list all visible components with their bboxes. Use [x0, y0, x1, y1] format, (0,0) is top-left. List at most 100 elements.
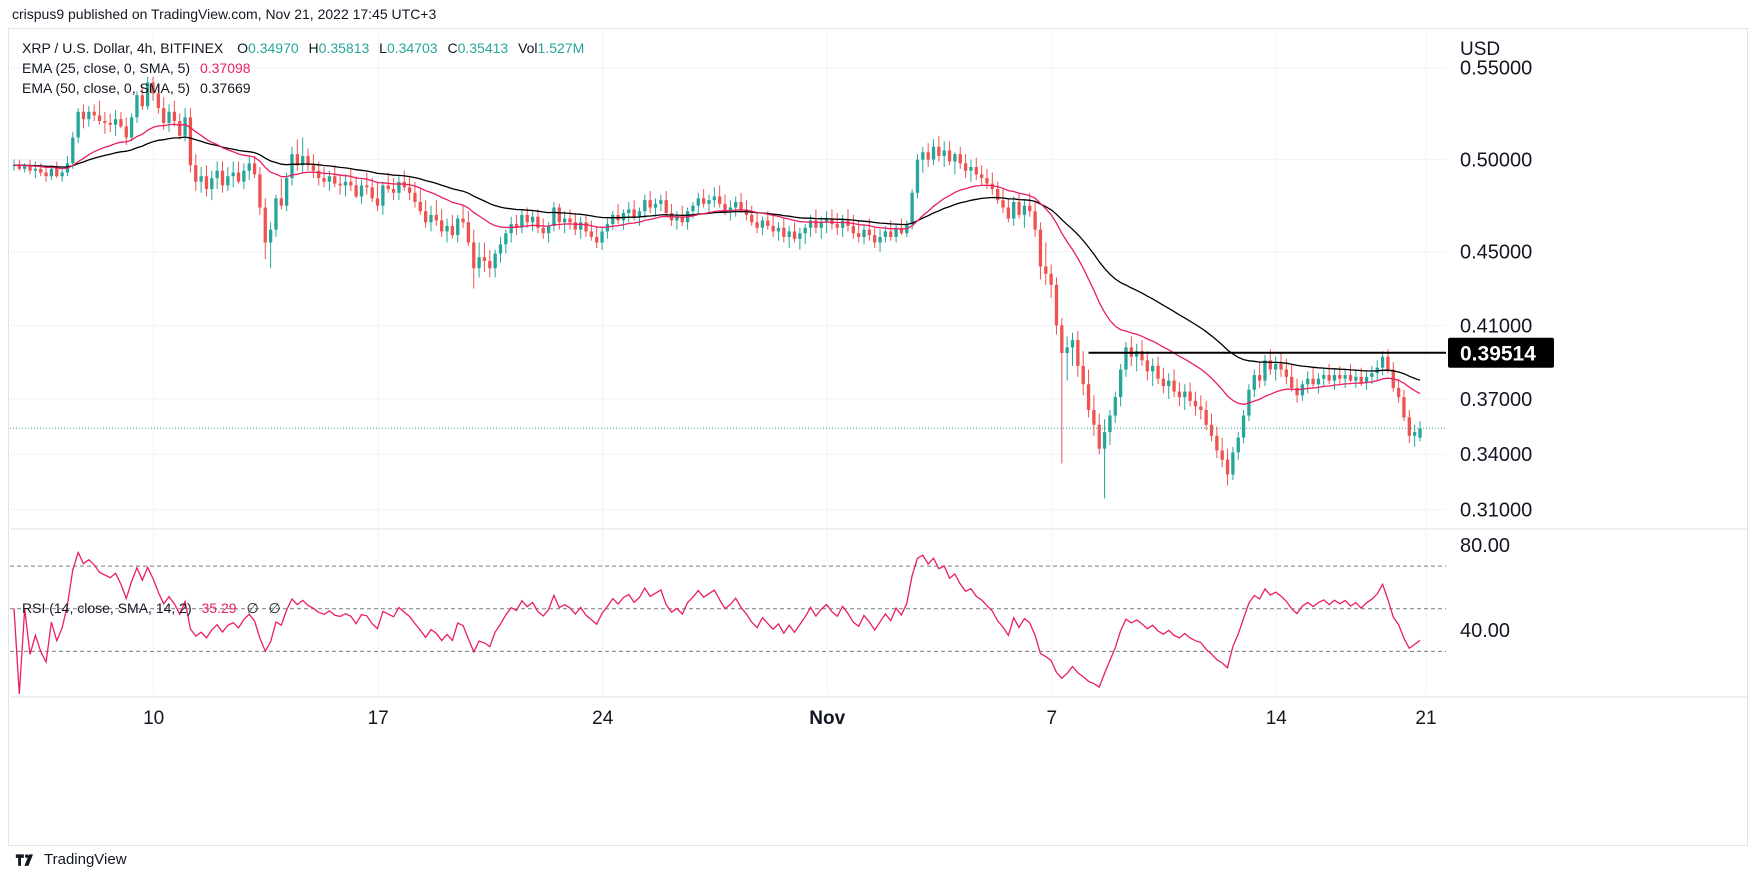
- candle-body: [611, 214, 615, 225]
- rsi-label: RSI (14, close, SMA, 14, 2): [22, 600, 192, 616]
- candle-body: [1113, 397, 1117, 416]
- candle-body: [167, 111, 171, 123]
- candle-body: [958, 154, 962, 164]
- candle-body: [440, 220, 444, 232]
- candle-body: [857, 233, 861, 237]
- candle-body: [359, 185, 364, 197]
- candle-body: [113, 119, 118, 125]
- candle-body: [1370, 373, 1374, 377]
- candle-body: [546, 225, 551, 234]
- time-tick-label: 17: [368, 708, 389, 729]
- candle-body: [990, 183, 994, 190]
- candle-body: [1038, 229, 1043, 267]
- tradingview-logo-icon: [15, 854, 33, 866]
- candle-body: [306, 155, 310, 166]
- candle-body: [204, 176, 209, 190]
- candle-body: [1231, 452, 1235, 475]
- candle-body: [643, 200, 647, 212]
- candle-body: [391, 189, 396, 193]
- candle-body: [910, 192, 914, 225]
- close-value: 0.35413: [457, 40, 509, 56]
- candle-body: [220, 170, 225, 186]
- candle-body: [156, 93, 160, 109]
- candle-body: [183, 117, 187, 136]
- candle-body: [279, 198, 283, 206]
- candle-body: [1225, 459, 1230, 475]
- candle-body: [600, 231, 604, 243]
- candle-body: [621, 213, 626, 221]
- candle-body: [632, 209, 636, 217]
- candle-body: [1070, 340, 1075, 348]
- candle-body: [103, 121, 107, 123]
- candle-body: [135, 95, 139, 118]
- time-tick-label: 24: [592, 708, 614, 729]
- ema50-value: 0.37669: [199, 80, 251, 96]
- candle-body: [883, 231, 888, 237]
- publisher-line: crispus9 published on TradingView.com, N…: [12, 6, 437, 22]
- rsi-extra-1: ∅: [246, 600, 259, 616]
- candle-body: [1209, 424, 1214, 436]
- candle-body: [1241, 415, 1246, 438]
- candle-body: [461, 218, 465, 223]
- rsi-value: 35.29: [201, 600, 237, 616]
- candle-body: [28, 165, 32, 171]
- candle-body: [723, 203, 727, 212]
- candle-body: [557, 207, 561, 223]
- volume-label: Vol: [518, 40, 538, 56]
- candle-body: [969, 167, 973, 171]
- candle-body: [375, 198, 380, 206]
- candle-body: [263, 207, 267, 243]
- ema25-label: EMA (25, close, 0, SMA, 5): [22, 60, 191, 76]
- time-tick-label: 14: [1266, 708, 1288, 729]
- candle-body: [648, 200, 652, 208]
- candle-body: [637, 211, 642, 217]
- candle-body: [252, 163, 257, 175]
- price-tick-label: 0.45000: [1460, 242, 1532, 264]
- candle-body: [274, 198, 278, 230]
- candle-body: [1257, 375, 1262, 381]
- candle-body: [504, 233, 508, 245]
- candle-body: [1092, 410, 1096, 425]
- candle-body: [1316, 378, 1321, 385]
- candle-body: [1386, 356, 1390, 370]
- candle-body: [397, 181, 401, 193]
- candle-body: [370, 187, 374, 199]
- candle-body: [1322, 375, 1326, 379]
- time-tick-label: 7: [1046, 708, 1057, 729]
- footer-brand-name: TradingView: [44, 850, 127, 868]
- candle-body: [226, 176, 230, 186]
- candle-body: [1306, 378, 1310, 385]
- candle-body: [76, 111, 80, 138]
- candle-body: [1252, 375, 1256, 390]
- low-label: L: [379, 40, 387, 56]
- candle-body: [707, 200, 711, 204]
- price-tick-label: 0.31000: [1460, 499, 1532, 521]
- candle-body: [1049, 273, 1053, 285]
- candle-body: [333, 176, 337, 184]
- candle-body: [322, 178, 326, 182]
- candle-body: [541, 227, 545, 234]
- candle-body: [953, 154, 957, 162]
- rsi-tick-label: 80.00: [1460, 535, 1510, 557]
- rsi-extra-2: ∅: [268, 600, 281, 616]
- candle-body: [493, 253, 497, 269]
- candle-body: [787, 231, 791, 237]
- candle-body: [129, 117, 134, 138]
- candle-body: [589, 231, 594, 237]
- candle-body: [44, 172, 48, 177]
- candle-body: [1284, 369, 1289, 377]
- candle-body: [178, 121, 182, 136]
- candle-body: [49, 168, 54, 177]
- rsi-legend: RSI (14, close, SMA, 14, 2) 35.29 ∅ ∅: [22, 600, 281, 617]
- candle-body: [985, 178, 989, 184]
- candle-body: [1279, 364, 1283, 370]
- footer-brand[interactable]: TradingView: [12, 846, 127, 872]
- candle-body: [899, 227, 904, 234]
- candle-body: [1022, 205, 1027, 215]
- candle-body: [803, 227, 807, 234]
- candle-body: [568, 218, 572, 223]
- candle-body: [1199, 406, 1203, 411]
- candle-body: [1188, 391, 1192, 401]
- candle-body: [199, 176, 203, 182]
